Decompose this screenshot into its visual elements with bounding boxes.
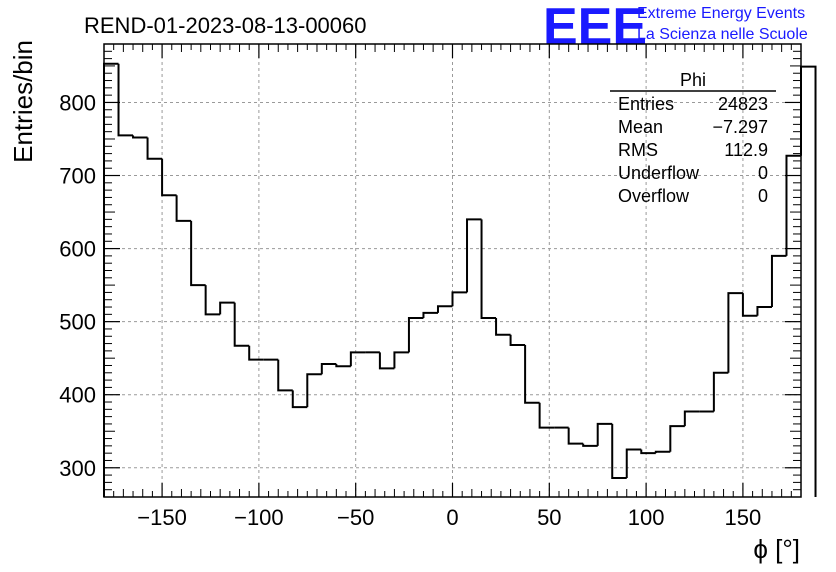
histogram-bin [291,390,308,409]
stats-row-value: 0 [758,186,768,206]
stats-row-value: −7.297 [712,117,768,137]
histogram-bin [466,218,482,293]
x-tick-label: 0 [446,505,458,530]
histogram-bin [422,311,438,318]
x-tick-label: 150 [725,505,762,530]
histogram-bin [103,62,119,497]
histogram-bin [233,302,250,347]
stats-box-title: Phi [680,70,706,90]
x-tick-label: −50 [337,505,374,530]
histogram-bin [582,443,598,447]
y-tick-label: 300 [59,456,96,481]
histogram-bin [567,427,584,445]
x-tick-label: −100 [234,505,284,530]
histogram-bin [378,352,395,370]
eee-logo: EEE Extreme Energy Events La Scienza nel… [543,0,808,56]
stats-row-label: Underflow [618,163,700,183]
histogram-bin [495,317,511,336]
histogram-bin [277,359,293,392]
stats-box: Phi Entries 24823 Mean −7.297 RMS 112.9 Underfl… [610,70,776,206]
x-tick-label: 50 [537,505,561,530]
y-tick-label: 700 [59,164,96,189]
histogram-bin [320,363,337,375]
histogram-bin [640,449,656,455]
stats-row-value: 24823 [718,94,768,114]
y-tick-label: 500 [59,310,96,335]
histogram-bin [625,448,642,479]
stats-row-label: RMS [618,140,658,160]
stats-row-label: Mean [618,117,663,137]
logo-line-2: La Scienza nelle Scuole [637,26,808,43]
histogram-bin [190,220,206,287]
histogram-bin [712,371,729,412]
histogram-bin [436,305,453,313]
histogram-bin [756,306,772,316]
histogram-bin [785,154,801,256]
histogram-bin [524,345,540,404]
histogram-bin [161,158,177,197]
y-tick-label: 400 [59,383,96,408]
histogram-bin [611,423,627,480]
stats-row-value: 112.9 [724,140,768,160]
stats-row-label: Entries [618,94,674,114]
histogram-bin [175,195,192,222]
histogram-bin [407,316,424,353]
histogram-bars [103,62,817,497]
histogram-bin [741,293,758,317]
histogram-bin [770,254,787,308]
logo-mark: EEE [543,0,647,56]
histogram-bin [800,65,817,497]
histogram-bin [335,364,351,368]
grid-lines [104,44,801,497]
histogram-bin [596,422,613,446]
stats-row-value: 0 [758,163,768,183]
stats-row-label: Overflow [618,186,690,206]
histogram-bin [654,450,671,454]
histogram-bin [219,301,235,315]
histogram-bin [669,425,685,452]
histogram-bin [727,292,743,373]
logo-line-1: Extreme Energy Events [637,5,805,22]
histogram-bin [306,373,322,408]
histogram-bin [349,351,366,367]
histogram-bin [204,285,221,316]
histogram-bin [683,410,700,427]
y-tick-label: 800 [59,90,96,115]
histogram-bin [480,219,497,319]
x-axis-label: ϕ [°] [753,534,800,564]
histogram-bin [248,345,264,361]
x-tick-label: −150 [137,505,187,530]
histogram-bin [117,63,134,137]
histogram-bin [538,402,555,429]
y-tick-label: 600 [59,237,96,262]
chart-title: REND-01-2023-08-13-00060 [84,13,367,38]
histogram-bin [146,137,163,160]
axis-ticks: −150 −100 −50 0 50 100 150 300 400 500 600 700 800 [59,44,801,530]
histogram-bin [132,135,148,139]
x-tick-label: 100 [628,505,665,530]
histogram-bin [509,334,526,347]
histogram-bin [451,291,468,307]
histogram-bin [393,351,409,369]
y-axis-label: Entries/bin [8,40,38,163]
